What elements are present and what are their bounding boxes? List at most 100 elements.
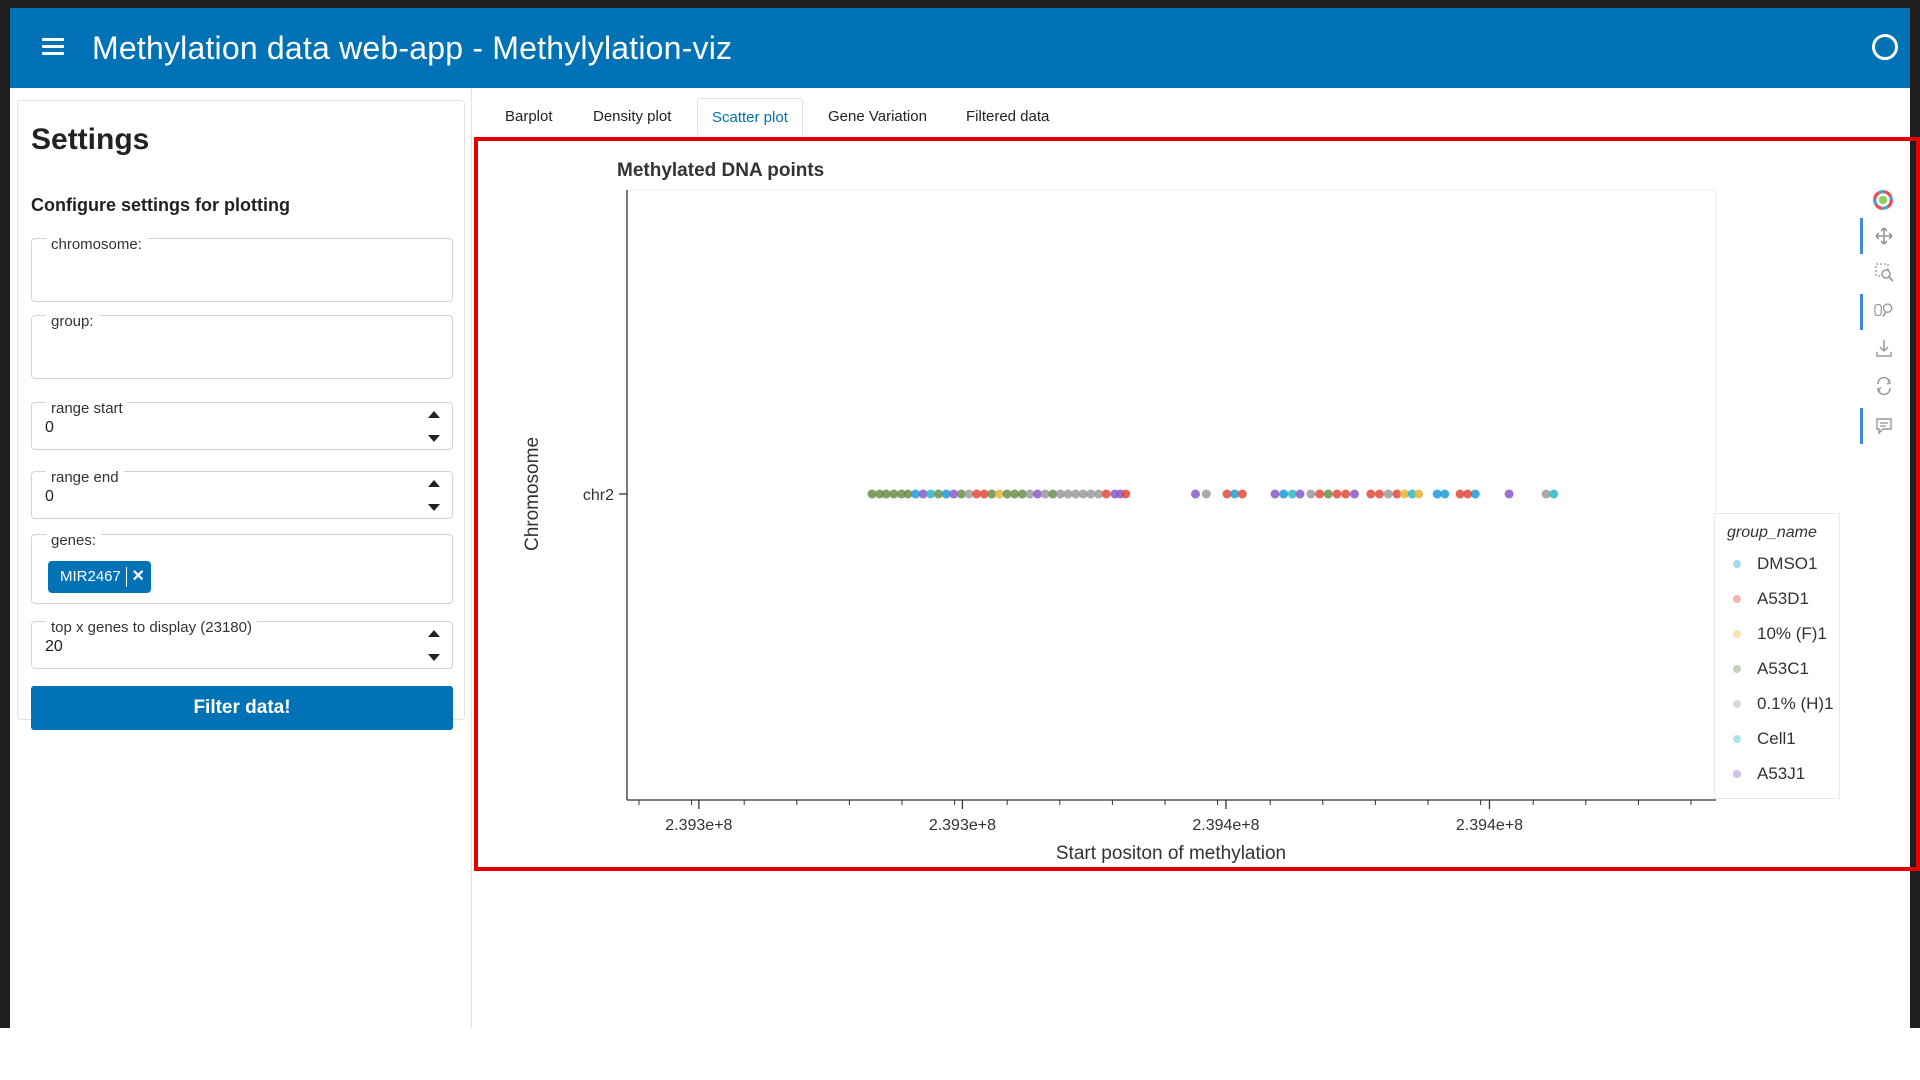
scatter-point[interactable] (1549, 489, 1559, 499)
scatter-point[interactable] (1078, 489, 1088, 499)
genes-label: genes: (46, 532, 102, 549)
bokeh-logo-icon[interactable] (1860, 186, 1898, 220)
scatter-point[interactable] (1287, 489, 1297, 499)
scatter-point[interactable] (1432, 489, 1442, 499)
legend-label: A53C1 (1757, 659, 1809, 678)
scatter-point[interactable] (1295, 489, 1305, 499)
decrement-icon[interactable] (428, 654, 440, 661)
tab-scatter-plot[interactable]: Scatter plot (697, 98, 803, 136)
scatter-point[interactable] (867, 489, 877, 499)
scatter-point[interactable] (1306, 489, 1316, 499)
scatter-point[interactable] (1383, 489, 1393, 499)
scatter-point[interactable] (1341, 489, 1351, 499)
scatter-point[interactable] (1315, 489, 1325, 499)
scatter-point[interactable] (1375, 489, 1384, 499)
scatter-point[interactable] (875, 489, 885, 499)
scatter-point[interactable] (1470, 489, 1480, 499)
hover-icon (1876, 418, 1892, 435)
scatter-point[interactable] (979, 489, 989, 499)
scatter-point[interactable] (881, 489, 891, 499)
scatter-chart[interactable]: 2.393e+8 2.393e+8 2.394e+8 2.394e+8 chr2 Ch… (520, 180, 1720, 880)
scatter-point[interactable] (994, 489, 1004, 499)
scatter-point[interactable] (1350, 489, 1359, 499)
scatter-point[interactable] (889, 489, 899, 499)
scatter-point[interactable] (1002, 489, 1012, 499)
scatter-point[interactable] (1332, 489, 1342, 499)
tab-barplot[interactable]: Barplot (505, 108, 553, 125)
decrement-icon[interactable] (428, 504, 440, 511)
scatter-point[interactable] (896, 489, 906, 499)
scatter-point[interactable] (1237, 489, 1247, 499)
scatter-point[interactable] (1086, 489, 1096, 499)
save-tool[interactable] (1860, 332, 1898, 366)
box-zoom-tool[interactable] (1860, 256, 1898, 290)
scatter-point[interactable] (1101, 489, 1111, 499)
scatter-point[interactable] (1222, 489, 1232, 499)
chromosome-label: chromosome: (46, 236, 147, 253)
scatter-point[interactable] (911, 489, 921, 499)
gene-chip: MIR2467 ✕ (48, 561, 151, 593)
scatter-point[interactable] (1230, 489, 1240, 499)
scatter-point[interactable] (1191, 489, 1200, 499)
filter-data-button[interactable]: Filter data! (31, 686, 453, 730)
range-end-spinner[interactable] (428, 474, 440, 514)
remove-chip-icon[interactable]: ✕ (131, 568, 145, 585)
scatter-point[interactable] (1400, 489, 1409, 499)
genes-multiselect[interactable]: genes: MIR2467 ✕ (31, 532, 453, 604)
tab-filtered-data[interactable]: Filtered data (966, 108, 1050, 125)
scatter-point[interactable] (1048, 489, 1058, 499)
scatter-point[interactable] (1323, 489, 1333, 499)
increment-icon[interactable] (428, 411, 440, 418)
scatter-point[interactable] (1071, 489, 1081, 499)
hover-tool[interactable] (1860, 408, 1898, 444)
range-end-input[interactable]: range end 0 (31, 469, 453, 519)
scatter-point[interactable] (1063, 489, 1073, 499)
scatter-point[interactable] (956, 489, 966, 499)
scatter-point[interactable] (1055, 489, 1065, 499)
scatter-point[interactable] (934, 489, 943, 499)
reset-tool[interactable] (1860, 370, 1898, 404)
scatter-point[interactable] (964, 489, 974, 499)
decrement-icon[interactable] (428, 435, 440, 442)
scatter-point[interactable] (1463, 489, 1473, 499)
scatter-point[interactable] (941, 489, 951, 499)
increment-icon[interactable] (428, 630, 440, 637)
scatter-point[interactable] (1010, 489, 1020, 499)
scatter-point[interactable] (1121, 489, 1131, 499)
scatter-point[interactable] (1094, 489, 1103, 499)
wheel-zoom-tool[interactable] (1860, 294, 1898, 330)
scatter-point[interactable] (1392, 489, 1402, 499)
chromosome-select[interactable]: chromosome: (31, 236, 453, 302)
top-x-genes-spinner[interactable] (428, 624, 440, 664)
hamburger-menu-icon[interactable] (42, 38, 64, 56)
scatter-point[interactable] (1455, 489, 1465, 499)
scatter-point[interactable] (1279, 489, 1289, 499)
scatter-point[interactable] (1033, 489, 1043, 499)
scatter-point[interactable] (1440, 489, 1450, 499)
scatter-point[interactable] (1025, 489, 1035, 499)
range-start-input[interactable]: range start 0 (31, 400, 453, 450)
tab-gene-variation[interactable]: Gene Variation (828, 108, 927, 125)
scatter-point[interactable] (1201, 489, 1211, 499)
scatter-point[interactable] (1017, 489, 1027, 499)
group-select[interactable]: group: (31, 313, 453, 379)
scatter-point[interactable] (987, 489, 997, 499)
tab-density-plot[interactable]: Density plot (593, 108, 672, 125)
increment-icon[interactable] (428, 480, 440, 487)
scatter-point[interactable] (949, 489, 959, 499)
scatter-point[interactable] (1407, 489, 1417, 499)
page-bottom (0, 1028, 1920, 1080)
scatter-point[interactable] (1366, 489, 1376, 499)
scatter-point[interactable] (903, 489, 913, 499)
scatter-point[interactable] (918, 489, 928, 499)
scatter-point[interactable] (1504, 489, 1514, 499)
scatter-point[interactable] (972, 489, 982, 499)
range-start-spinner[interactable] (428, 405, 440, 445)
scatter-point[interactable] (926, 489, 936, 499)
pan-tool[interactable] (1860, 218, 1898, 254)
scatter-point[interactable] (1040, 489, 1050, 499)
scatter-point[interactable] (1414, 489, 1424, 499)
scatter-point[interactable] (1270, 489, 1280, 499)
scatter-point[interactable] (1541, 489, 1551, 499)
top-x-genes-input[interactable]: top x genes to display (23180) 20 (31, 619, 453, 669)
